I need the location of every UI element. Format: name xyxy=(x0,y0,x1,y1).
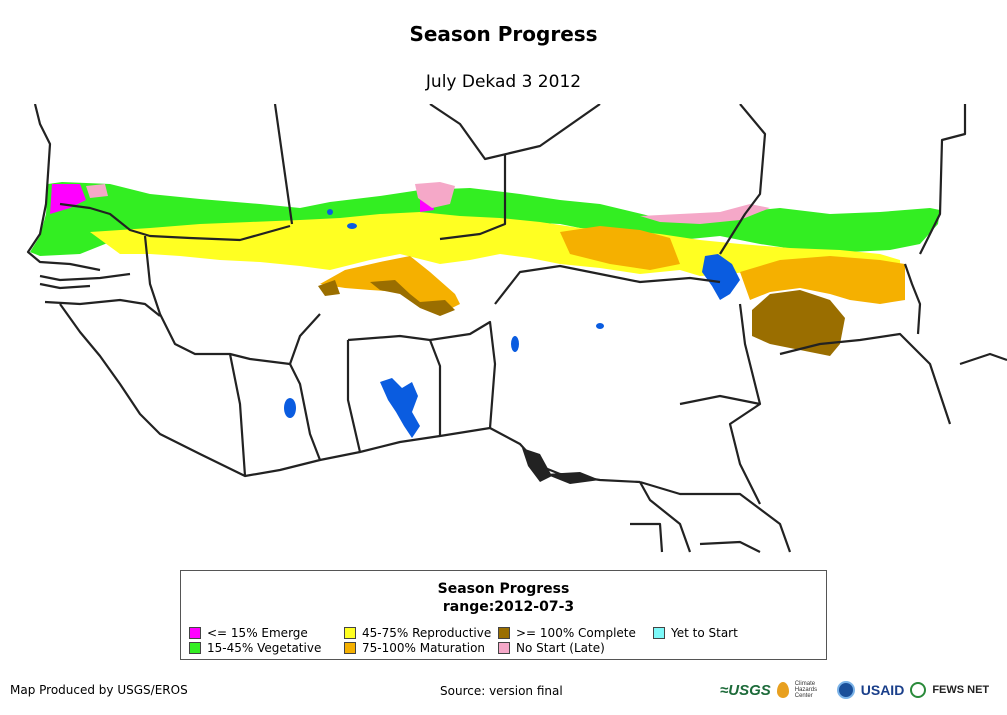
band-no-start-mali xyxy=(415,182,455,208)
legend-swatch-no-start xyxy=(498,642,510,654)
globe-icon xyxy=(910,682,927,698)
legend-label-vegetative: 15-45% Vegetative xyxy=(207,641,322,655)
legend-label-no-start: No Start (Late) xyxy=(516,641,605,655)
legend-item-maturation: 75-100% Maturation xyxy=(344,641,485,655)
legend-item-vegetative: 15-45% Vegetative xyxy=(189,641,321,655)
legend-label-reproductive: 45-75% Reproductive xyxy=(362,626,492,640)
lake-kainji xyxy=(511,336,519,352)
legend-label-yet-to-start: Yet to Start xyxy=(671,626,738,640)
band-no-start-senegal xyxy=(86,184,108,198)
noaa-logo-icon xyxy=(836,681,855,699)
band-emerge-senegal xyxy=(50,184,86,214)
usaid-logo: USAID xyxy=(860,682,905,698)
chc-logo: Climate Hazards Center xyxy=(794,681,818,699)
season-progress-map xyxy=(26,104,1007,553)
water-drop-icon xyxy=(776,682,789,698)
band-complete-west xyxy=(318,280,455,316)
lake-small-1 xyxy=(327,209,333,215)
lake-small-2 xyxy=(596,323,604,329)
source-note: Source: version final xyxy=(440,684,563,698)
producer-credit: Map Produced by USGS/EROS xyxy=(10,683,188,697)
water-bodies xyxy=(284,209,740,438)
legend-range: range:2012-07-3 xyxy=(442,599,575,615)
coastal-features xyxy=(522,448,600,484)
legend-title: Season Progress xyxy=(437,581,570,597)
usgs-logo: ≈USGS xyxy=(720,681,771,699)
legend-item-yet-to-start: Yet to Start xyxy=(653,626,738,640)
partner-logos: ≈USGS Climate Hazards Center USAID FEWS … xyxy=(720,678,1002,702)
band-maturation-east xyxy=(740,256,905,304)
lake-chad xyxy=(702,254,740,300)
legend-item-complete: >= 100% Complete xyxy=(498,626,636,640)
legend-swatch-complete xyxy=(498,627,510,639)
legend-label-emerge: <= 15% Emerge xyxy=(207,626,308,640)
legend-swatch-reproductive xyxy=(344,627,356,639)
map-title: Season Progress xyxy=(409,22,598,46)
lake-niger-inner xyxy=(347,223,357,229)
legend-item-no-start: No Start (Late) xyxy=(498,641,605,655)
band-reproductive xyxy=(90,212,900,276)
legend-label-maturation: 75-100% Maturation xyxy=(362,641,486,655)
band-complete-east xyxy=(752,290,845,356)
legend: Season Progress range:2012-07-3 <= 15% E… xyxy=(180,570,827,660)
lake-volta xyxy=(380,378,420,438)
country-borders xyxy=(26,104,1007,553)
band-no-start-niger xyxy=(640,204,770,224)
legend-item-reproductive: 45-75% Reproductive xyxy=(344,626,491,640)
legend-label-complete: >= 100% Complete xyxy=(516,626,636,640)
map-subtitle: July Dekad 3 2012 xyxy=(425,72,582,92)
legend-swatch-yet-to-start xyxy=(653,627,665,639)
legend-swatch-vegetative xyxy=(189,642,201,654)
lake-kossou xyxy=(284,398,296,418)
legend-swatch-emerge xyxy=(189,627,201,639)
fews-net-logo: FEWS NET xyxy=(932,684,990,696)
legend-item-emerge: <= 15% Emerge xyxy=(189,626,308,640)
progress-bands xyxy=(30,182,940,356)
band-maturation-center xyxy=(560,226,680,270)
legend-swatch-maturation xyxy=(344,642,356,654)
